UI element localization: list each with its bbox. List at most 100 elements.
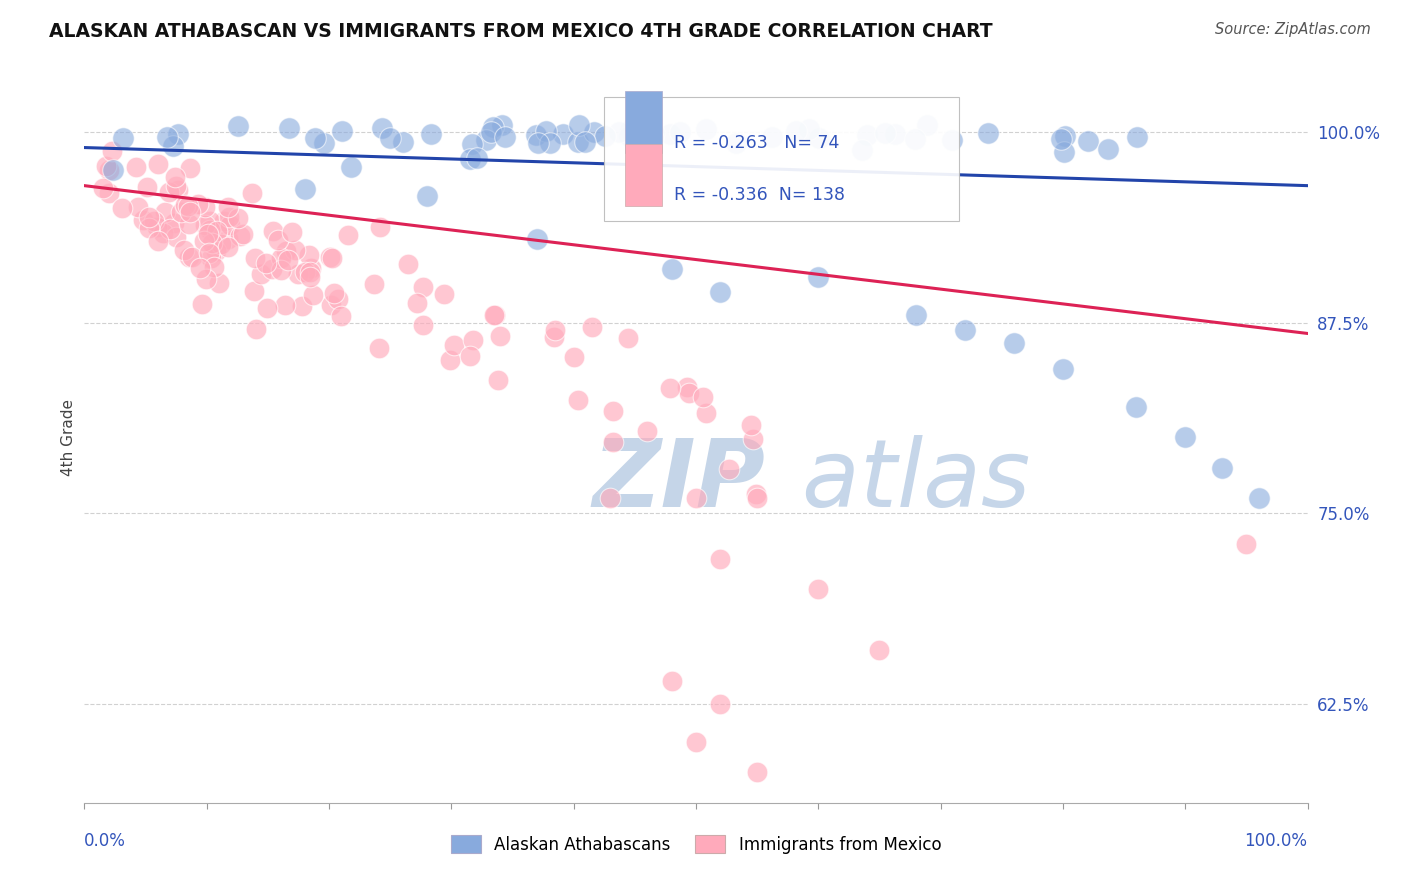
Point xyxy=(179,161,201,176)
Point xyxy=(685,735,707,749)
Point xyxy=(101,144,124,158)
Point xyxy=(1052,361,1074,376)
Point xyxy=(156,129,179,144)
Point xyxy=(747,765,769,780)
Point xyxy=(695,406,717,420)
Point xyxy=(226,211,249,226)
Point xyxy=(875,126,897,140)
Point xyxy=(484,309,506,323)
Point xyxy=(1236,537,1258,551)
Point xyxy=(188,260,211,275)
Point xyxy=(1174,430,1197,444)
Point xyxy=(110,201,132,215)
Point xyxy=(91,181,114,195)
Point xyxy=(851,143,873,157)
Point xyxy=(905,308,928,322)
Point xyxy=(208,276,231,290)
Point xyxy=(200,223,222,237)
Point xyxy=(260,262,283,277)
Point xyxy=(298,265,321,279)
Point xyxy=(412,280,434,294)
Point xyxy=(567,393,589,408)
Point xyxy=(747,491,769,505)
Point xyxy=(367,341,389,355)
Point xyxy=(869,643,891,657)
Point xyxy=(217,232,239,246)
Point xyxy=(617,128,640,143)
Point xyxy=(489,328,512,343)
Point xyxy=(593,129,616,144)
Point xyxy=(287,268,309,282)
Point xyxy=(661,673,683,688)
Point xyxy=(581,320,603,334)
Point xyxy=(636,424,658,438)
Point xyxy=(267,233,290,247)
Point xyxy=(163,216,186,230)
Text: R = -0.263   N= 74: R = -0.263 N= 74 xyxy=(673,135,839,153)
Point xyxy=(661,262,683,277)
Point xyxy=(229,228,252,243)
Point xyxy=(695,121,717,136)
Point xyxy=(157,185,180,199)
Point xyxy=(482,120,505,134)
Point xyxy=(177,217,200,231)
Point xyxy=(1002,335,1025,350)
Point xyxy=(207,224,229,238)
Point xyxy=(538,136,561,150)
Point xyxy=(97,186,120,200)
Point xyxy=(745,487,768,501)
Point xyxy=(163,170,186,185)
Point xyxy=(217,200,239,214)
Point xyxy=(616,331,638,345)
Text: atlas: atlas xyxy=(592,435,1031,526)
Point xyxy=(1247,491,1270,505)
Point xyxy=(461,334,484,348)
Point xyxy=(475,133,498,147)
Point xyxy=(717,461,740,475)
Point xyxy=(406,296,429,310)
Point xyxy=(602,403,624,417)
Point xyxy=(392,135,415,149)
Text: 100.0%: 100.0% xyxy=(1244,832,1308,850)
Y-axis label: 4th Grade: 4th Grade xyxy=(60,399,76,475)
Point xyxy=(676,380,699,394)
Point xyxy=(484,309,506,323)
Point xyxy=(131,213,153,227)
Point xyxy=(785,123,807,137)
Point xyxy=(524,128,547,142)
Point xyxy=(181,250,204,264)
Legend: Alaskan Athabascans, Immigrants from Mexico: Alaskan Athabascans, Immigrants from Mex… xyxy=(444,829,948,860)
Point xyxy=(177,250,200,264)
Point xyxy=(368,220,391,235)
Point xyxy=(330,124,353,138)
Text: Source: ZipAtlas.com: Source: ZipAtlas.com xyxy=(1215,22,1371,37)
FancyBboxPatch shape xyxy=(605,97,959,221)
FancyBboxPatch shape xyxy=(626,144,662,206)
Point xyxy=(294,182,316,196)
Point xyxy=(534,124,557,138)
Point xyxy=(312,136,335,151)
Point xyxy=(807,270,830,285)
Point xyxy=(1053,145,1076,159)
Point xyxy=(526,232,548,246)
Point xyxy=(339,160,361,174)
Point xyxy=(191,296,214,310)
Point xyxy=(709,697,731,711)
Point xyxy=(125,160,148,174)
Point xyxy=(245,321,267,335)
Point xyxy=(692,390,714,404)
Point xyxy=(443,338,465,352)
Point xyxy=(562,351,585,365)
Point xyxy=(659,381,682,395)
Point xyxy=(284,244,307,258)
Point xyxy=(200,251,222,265)
Point xyxy=(194,200,217,214)
Text: 0.0%: 0.0% xyxy=(84,832,127,850)
Point xyxy=(855,128,877,142)
Point xyxy=(1211,460,1233,475)
Point xyxy=(458,349,481,363)
Point xyxy=(567,136,589,150)
Point xyxy=(494,129,516,144)
Point xyxy=(543,330,565,344)
Point xyxy=(298,248,321,262)
